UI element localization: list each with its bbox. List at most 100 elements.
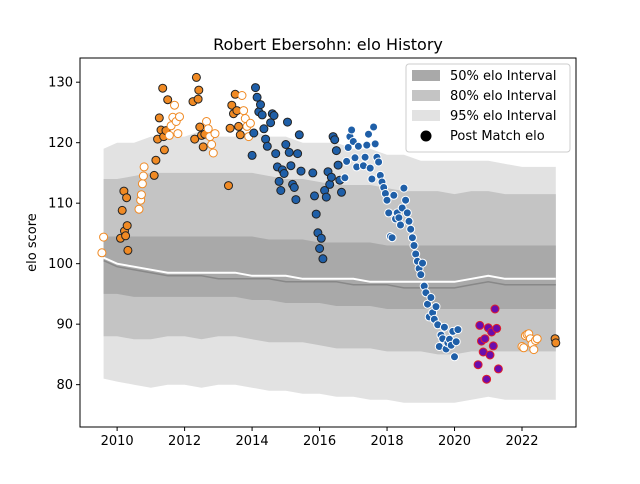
- data-point: [138, 171, 148, 181]
- data-point: [316, 233, 326, 243]
- data-point: [551, 338, 561, 348]
- x-tick-label: 2010: [101, 434, 134, 449]
- data-point: [308, 168, 318, 178]
- data-point: [431, 302, 441, 312]
- legend-label-50: 50% elo Interval: [450, 69, 557, 84]
- band-50: [103, 236, 556, 309]
- data-point: [195, 122, 205, 132]
- legend: 50% elo Interval 80% elo Interval 95% el…: [405, 63, 571, 153]
- y-axis-label: elo score: [25, 213, 40, 272]
- x-tick-label: 2022: [505, 434, 538, 449]
- data-point: [315, 244, 325, 253]
- data-point: [224, 181, 233, 191]
- data-point: [279, 169, 289, 178]
- data-point: [409, 241, 419, 250]
- data-point: [296, 166, 306, 176]
- x-tick-label: 2016: [303, 434, 336, 449]
- data-point: [426, 293, 436, 302]
- data-point: [374, 157, 384, 167]
- data-point: [485, 350, 495, 360]
- data-point: [194, 85, 204, 95]
- data-point: [321, 192, 331, 202]
- x-tick-label: 2014: [236, 434, 269, 449]
- data-point: [353, 141, 363, 151]
- median-line: [103, 256, 556, 283]
- y-tick-label: 90: [56, 318, 73, 333]
- data-point: [227, 100, 237, 110]
- data-point: [117, 205, 127, 215]
- data-point: [418, 258, 427, 268]
- data-point: [475, 320, 485, 330]
- data-point: [480, 334, 490, 344]
- x-tick-label: 2020: [438, 434, 471, 449]
- data-point: [370, 139, 380, 149]
- data-point: [257, 110, 267, 120]
- x-tick-label: 2012: [168, 434, 201, 449]
- data-point: [256, 100, 265, 110]
- data-point: [382, 195, 392, 205]
- data-point: [396, 220, 405, 230]
- data-point: [333, 160, 343, 170]
- data-point: [284, 147, 294, 157]
- data-point: [340, 173, 350, 183]
- data-point: [311, 209, 321, 219]
- data-point: [488, 341, 498, 351]
- y-tick-label: 120: [48, 136, 73, 151]
- data-point: [394, 213, 404, 223]
- data-point: [493, 364, 503, 374]
- data-point: [99, 232, 109, 242]
- data-point: [492, 323, 502, 333]
- data-point: [387, 233, 397, 243]
- data-point: [281, 140, 291, 149]
- data-point: [532, 334, 542, 344]
- data-point: [136, 190, 146, 200]
- data-point: [175, 112, 184, 122]
- data-point: [154, 113, 164, 123]
- legend-label-80: 80% elo Interval: [450, 89, 557, 104]
- data-point: [225, 123, 235, 133]
- data-point: [170, 100, 179, 110]
- data-point: [158, 83, 168, 93]
- legend-swatch-50: [412, 70, 440, 81]
- data-point: [137, 179, 147, 189]
- x-tick-label: 2018: [371, 434, 404, 449]
- data-point: [237, 91, 247, 100]
- data-point: [207, 140, 217, 149]
- data-point: [247, 150, 257, 160]
- data-point: [159, 145, 169, 155]
- data-point: [274, 176, 284, 186]
- data-point: [271, 149, 281, 159]
- data-point: [407, 233, 417, 243]
- data-point: [411, 249, 421, 259]
- data-point: [406, 224, 416, 234]
- data-point: [325, 179, 335, 189]
- data-point: [123, 245, 133, 255]
- data-point: [210, 129, 220, 139]
- data-point: [266, 118, 276, 128]
- data-point: [234, 121, 244, 131]
- data-point: [360, 152, 370, 162]
- data-point: [291, 195, 301, 205]
- legend-marker-post-match: [420, 130, 432, 142]
- data-point: [384, 208, 394, 218]
- data-point: [262, 141, 272, 151]
- data-point: [97, 248, 107, 258]
- data-point: [198, 142, 208, 152]
- data-point: [269, 111, 279, 120]
- data-point: [193, 94, 203, 104]
- data-point: [330, 135, 340, 145]
- data-point: [164, 130, 174, 140]
- data-point: [416, 270, 426, 280]
- data-point: [439, 322, 449, 332]
- data-point: [134, 204, 144, 214]
- data-point: [402, 208, 412, 218]
- data-point: [364, 129, 373, 139]
- data-point: [342, 156, 352, 166]
- y-tick-label: 130: [48, 76, 73, 91]
- data-point: [259, 124, 269, 134]
- data-point: [490, 304, 500, 314]
- data-point: [283, 117, 292, 127]
- data-point: [151, 155, 161, 165]
